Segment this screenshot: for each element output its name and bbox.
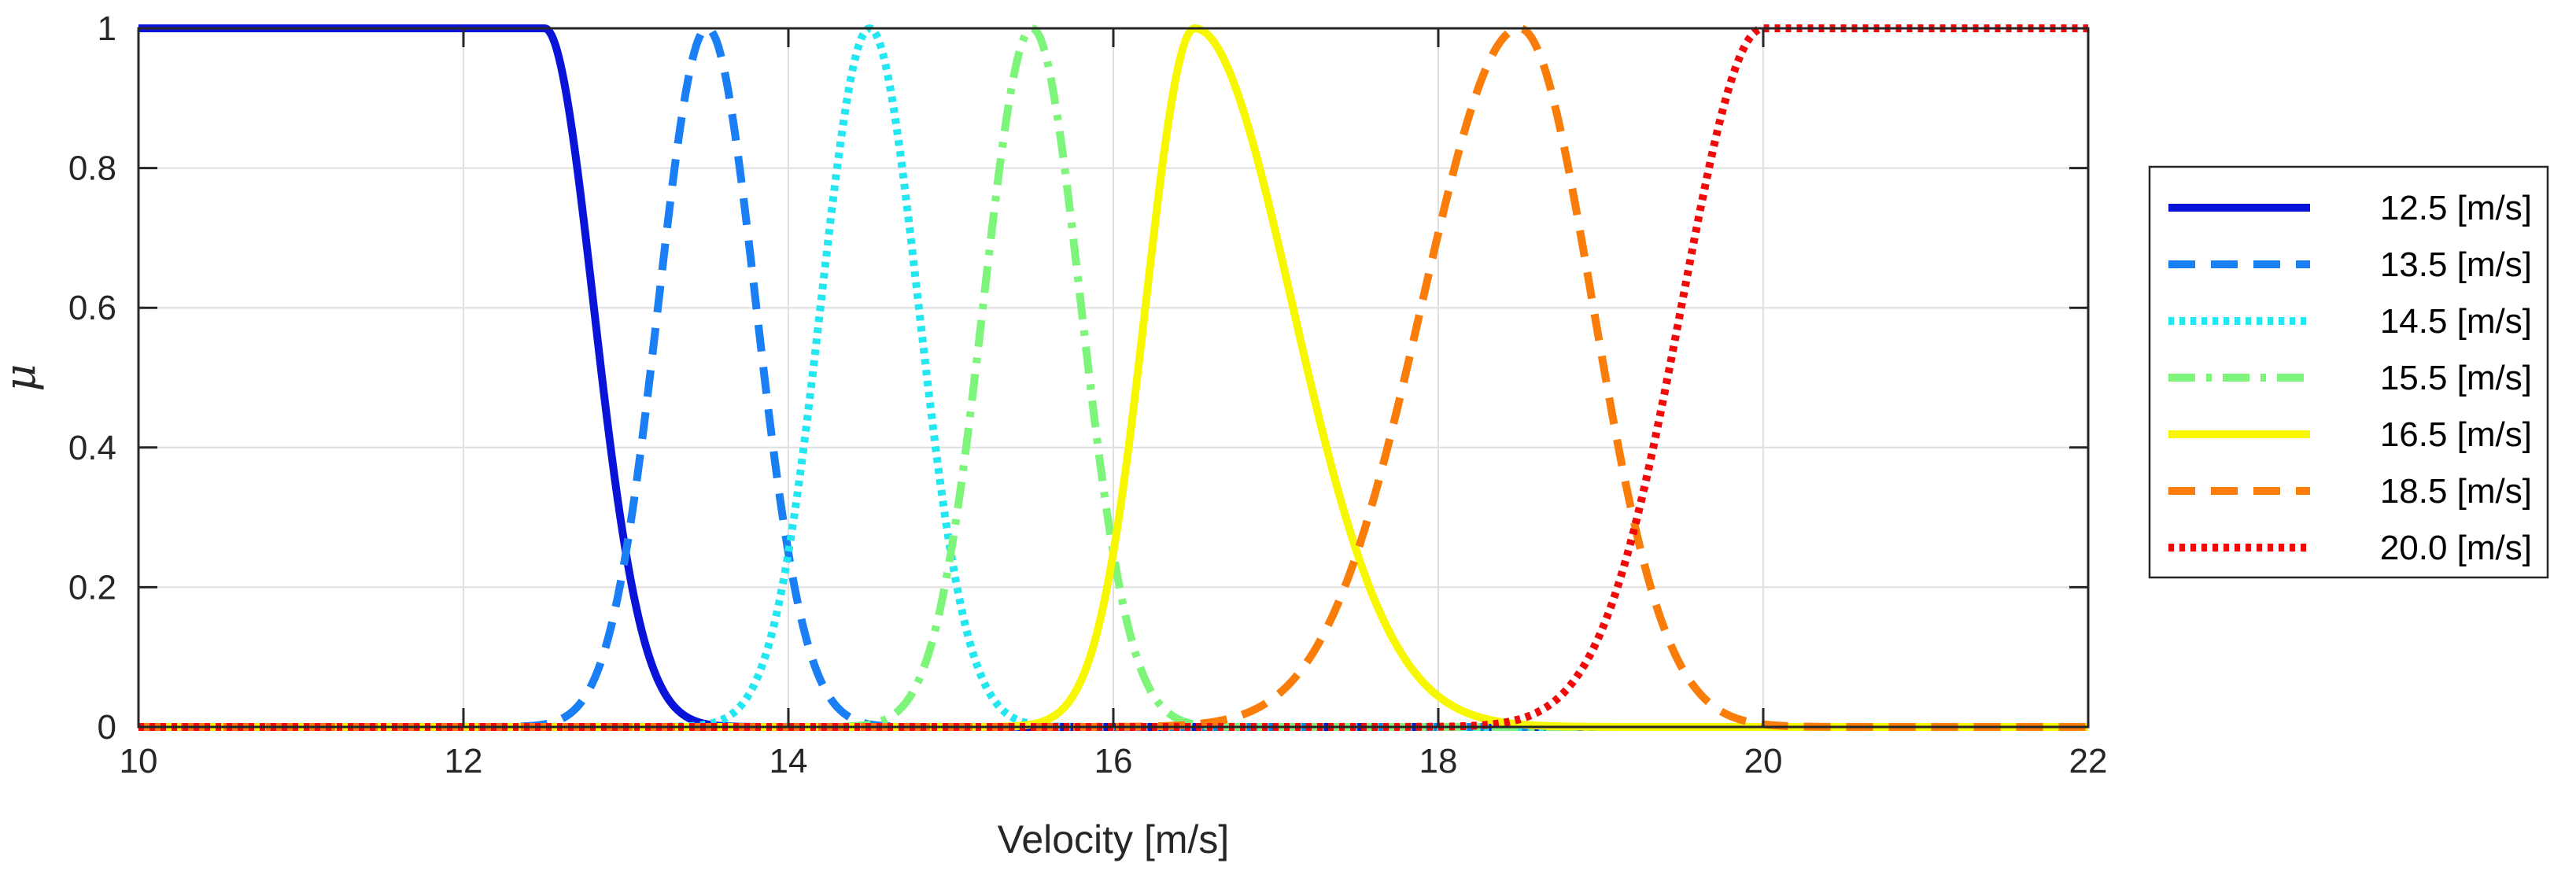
legend: 12.5 [m/s] 13.5 [m/s] 14.5 [m/s] 15.5 [m/s]… [2148, 165, 2549, 579]
axis-ticks: 10 12 14 16 18 20 22 0 0.2 0.4 0.6 0.8 1 [68, 9, 2108, 780]
x-axis-label: Velocity [m/s] [998, 817, 1230, 861]
legend-label-3: 15.5 [m/s] [2380, 359, 2532, 397]
legend-label-1: 13.5 [m/s] [2380, 245, 2532, 284]
x-tick-label: 18 [1419, 742, 1458, 780]
y-tick-label: 0.4 [68, 429, 116, 467]
x-tick-label: 16 [1094, 742, 1133, 780]
x-tick-label: 22 [2069, 742, 2108, 780]
y-tick-label: 0.2 [68, 568, 116, 607]
legend-label-6: 20.0 [m/s] [2380, 529, 2532, 567]
legend-label-2: 14.5 [m/s] [2380, 302, 2532, 341]
y-tick-label: 0.6 [68, 289, 116, 327]
y-axis-label: μ [0, 363, 45, 391]
x-tick-label: 12 [445, 742, 483, 780]
y-tick-label: 1 [98, 9, 116, 48]
legend-box [2148, 165, 2549, 579]
x-tick-label: 20 [1744, 742, 1783, 780]
legend-label-4: 16.5 [m/s] [2380, 415, 2532, 454]
legend-label-0: 12.5 [m/s] [2380, 189, 2532, 227]
x-tick-label: 14 [769, 742, 808, 780]
y-tick-label: 0.8 [68, 149, 116, 188]
legend-label-5: 18.5 [m/s] [2380, 472, 2532, 511]
x-tick-label: 10 [120, 742, 158, 780]
y-tick-label: 0 [98, 708, 116, 747]
